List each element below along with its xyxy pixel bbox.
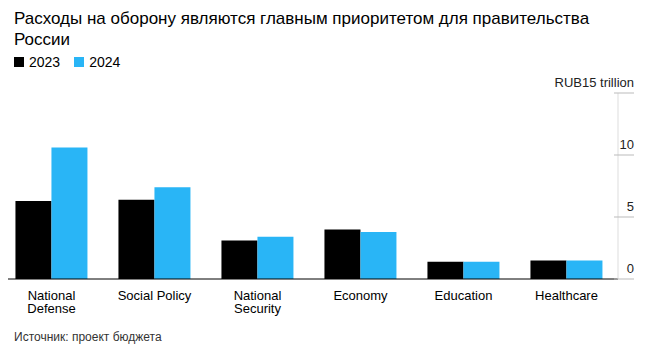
svg-text:RUB15 trillion: RUB15 trillion [555, 75, 634, 90]
svg-text:NationalSecurity: NationalSecurity [234, 288, 282, 316]
svg-text:Economy: Economy [333, 288, 388, 303]
html-text:Источник: проект бюджета: Источник: проект бюджета [14, 330, 162, 344]
svg-text:Healthcare: Healthcare [535, 288, 598, 303]
svg-text:10: 10 [620, 137, 634, 152]
svg-text:NationalDefense: NationalDefense [27, 288, 75, 316]
svg-text:5: 5 [627, 199, 634, 214]
html-text:Расходы на оборону являются гл: Расходы на оборону являются главным прио… [14, 9, 590, 49]
svg-text:Social Policy: Social Policy [118, 288, 192, 303]
html-text:2024: 2024 [89, 54, 121, 70]
svg-text:0: 0 [627, 261, 634, 276]
svg-text:Education: Education [435, 288, 493, 303]
html-text:2023: 2023 [29, 54, 61, 70]
